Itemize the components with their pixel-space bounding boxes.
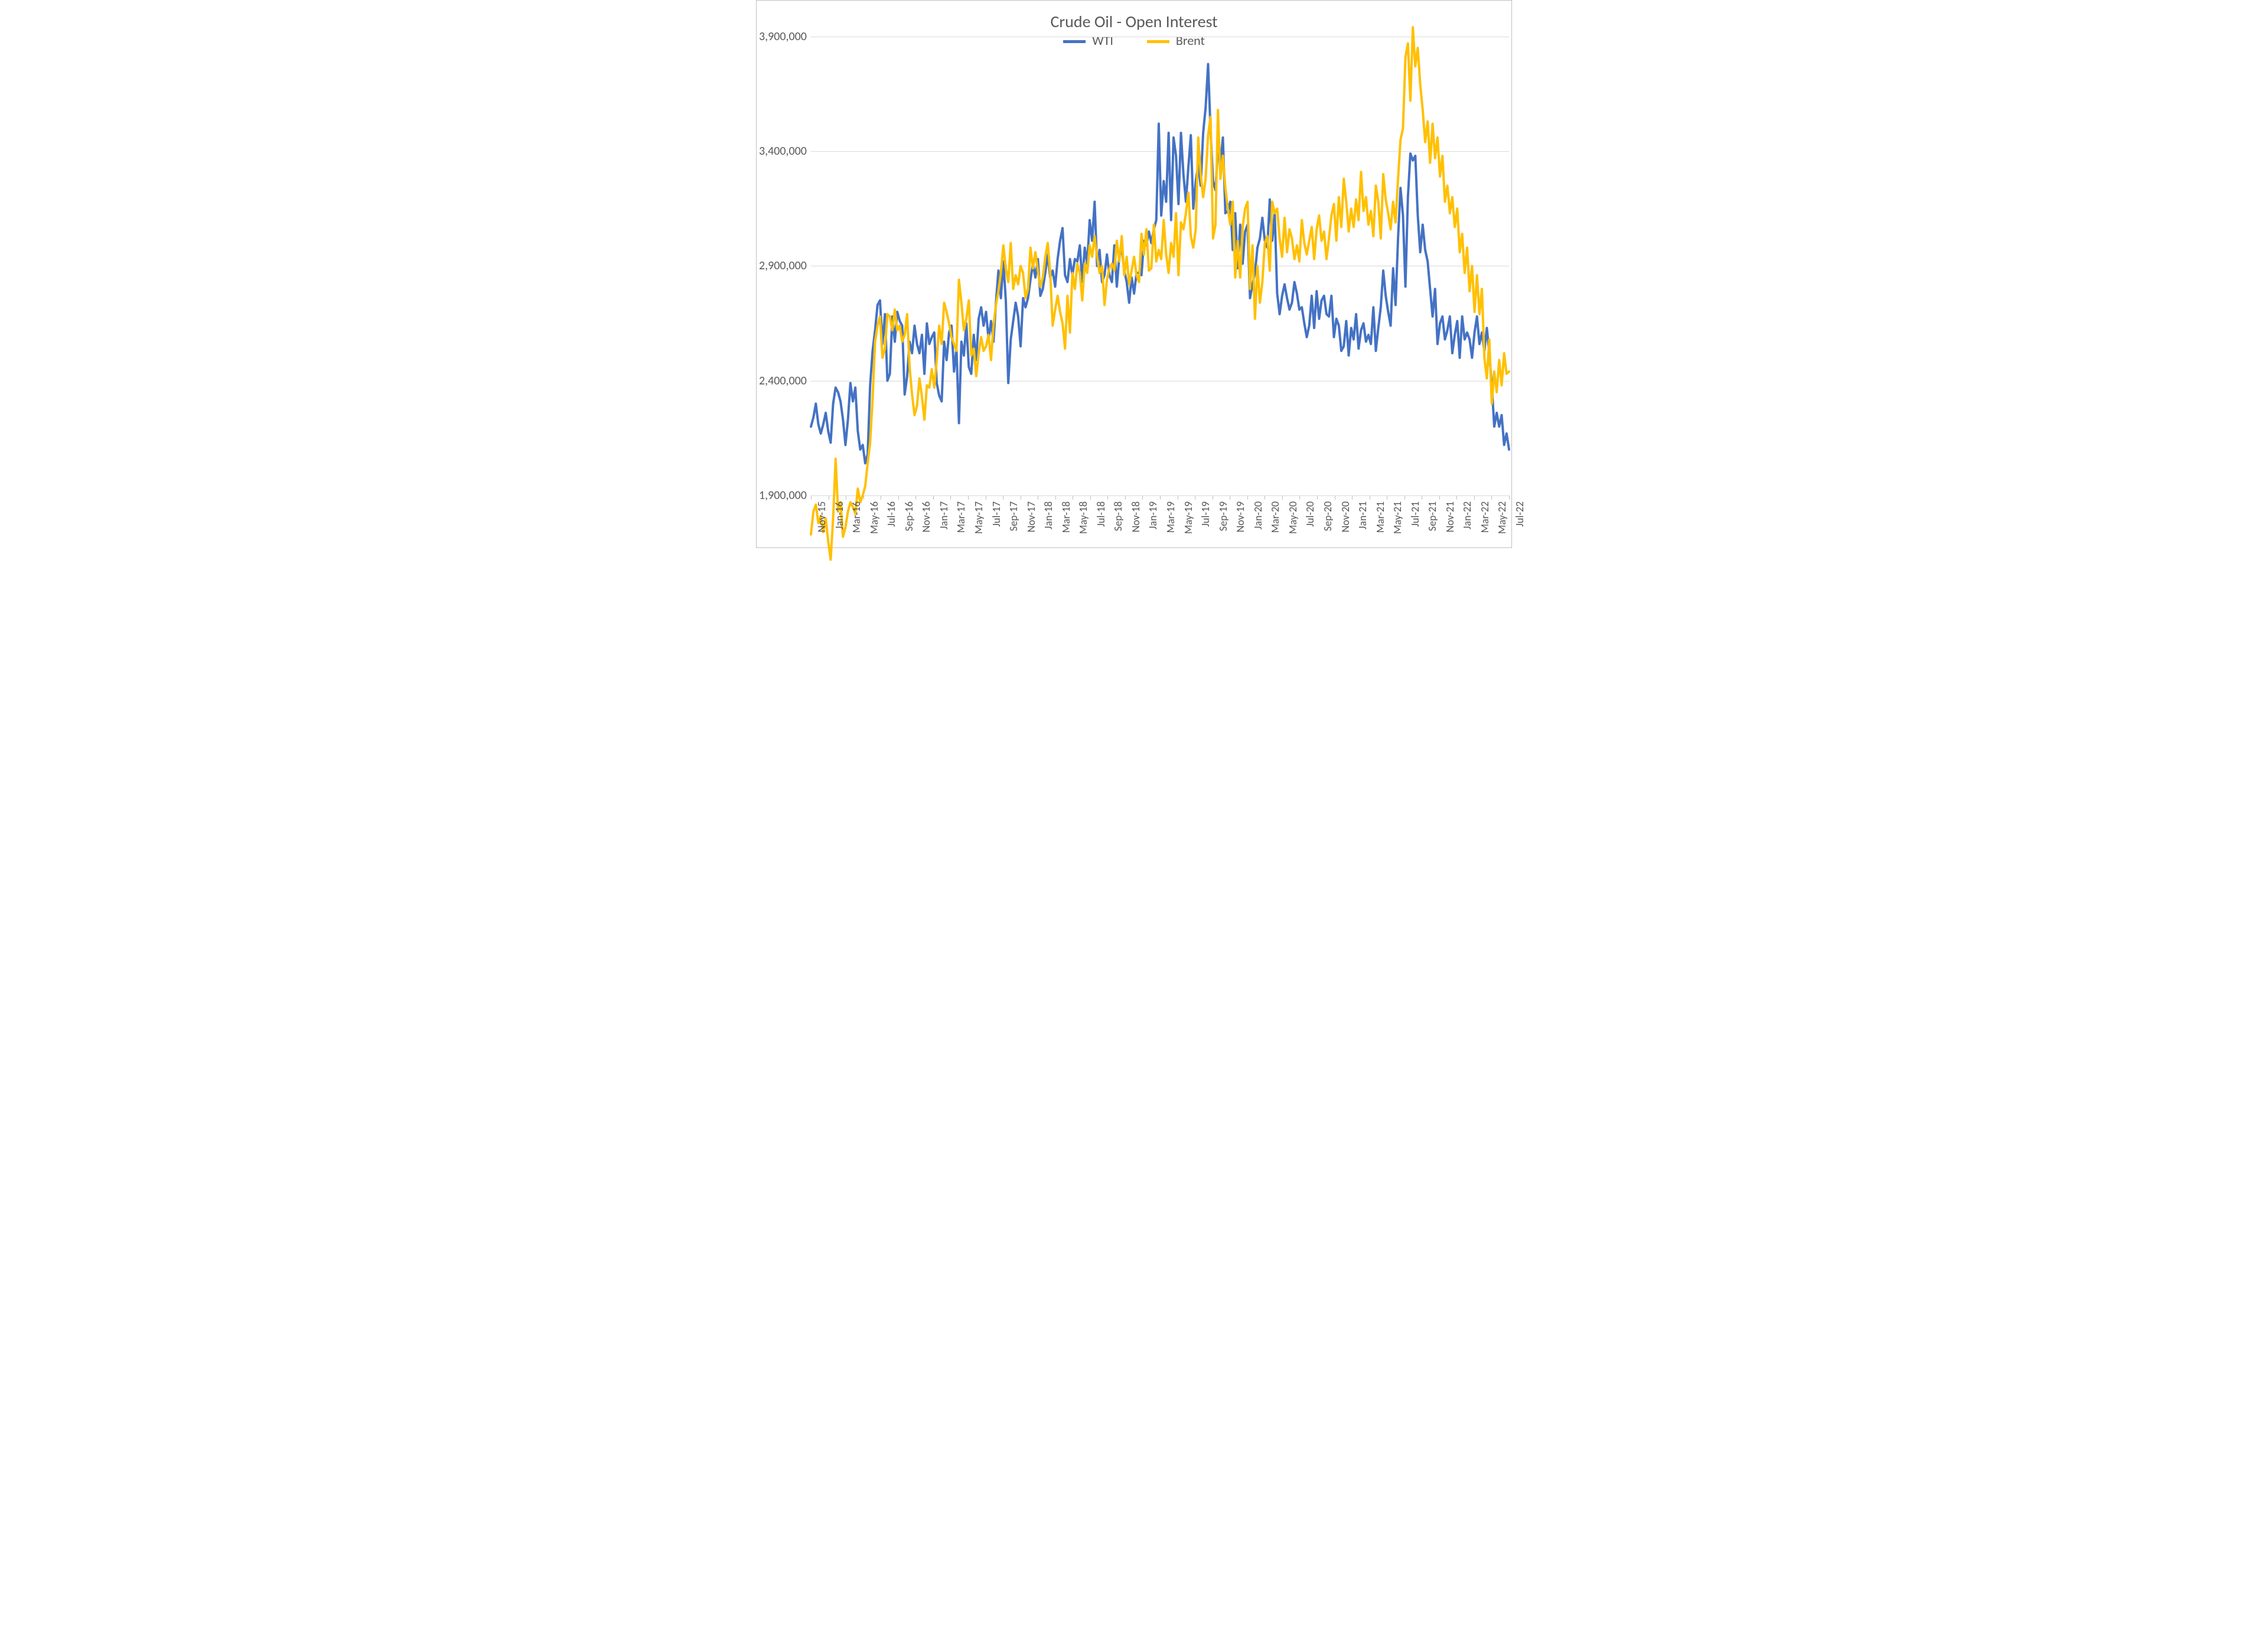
x-axis-tick: [1125, 495, 1126, 500]
x-axis-tick-label: May-19: [1182, 501, 1195, 534]
x-axis-tick-label: Jan-21: [1356, 501, 1369, 530]
y-axis-tick-label: 3,400,000: [759, 144, 806, 158]
x-axis-tick: [1142, 495, 1143, 500]
x-axis-tick-label: Jan-20: [1252, 501, 1265, 530]
x-axis-tick-label: Jul-21: [1409, 501, 1422, 527]
x-axis-tick-label: Jan-17: [937, 501, 950, 530]
x-axis-tick: [1352, 495, 1353, 500]
x-axis-tick-label: Jul-22: [1513, 501, 1526, 527]
x-axis-tick-label: Nov-16: [920, 501, 933, 533]
x-axis-tick: [1055, 495, 1056, 500]
x-axis-tick-label: Nov-19: [1234, 501, 1247, 533]
x-axis-tick: [933, 495, 934, 500]
x-axis-tick: [898, 495, 899, 500]
x-axis-tick-label: Mar-19: [1164, 501, 1177, 533]
x-axis-tick-label: Jan-19: [1146, 501, 1159, 530]
x-axis-tick-label: Nov-17: [1025, 501, 1038, 533]
x-axis-tick-label: Sep-16: [902, 501, 915, 531]
x-axis-tick-label: Mar-18: [1060, 501, 1073, 533]
x-axis-tick-label: May-18: [1077, 501, 1090, 534]
x-axis-tick-label: Jul-18: [1094, 501, 1107, 527]
x-axis-tick: [1247, 495, 1248, 500]
x-axis-tick-label: Sep-19: [1217, 501, 1230, 531]
x-axis-tick: [1491, 495, 1492, 500]
line-chart: Crude Oil - Open Interest WTI Brent 1,90…: [756, 0, 1512, 548]
x-axis-tick: [950, 495, 951, 500]
x-axis-tick-label: Jul-16: [885, 501, 898, 527]
x-axis-tick-label: Jan-18: [1042, 501, 1055, 530]
x-axis-tick-label: Jan-16: [833, 501, 846, 530]
x-axis-tick: [1299, 495, 1300, 500]
x-axis-tick-label: May-21: [1391, 501, 1404, 534]
x-axis-tick-label: Jul-20: [1304, 501, 1317, 527]
x-axis-tick-label: Sep-17: [1007, 501, 1020, 531]
x-axis-tick: [1317, 495, 1318, 500]
x-axis-tick-label: Sep-18: [1112, 501, 1125, 531]
x-axis-tick-label: May-20: [1286, 501, 1299, 534]
y-axis-tick-label: 1,900,000: [759, 488, 806, 503]
x-axis-tick-label: May-17: [972, 501, 985, 534]
x-axis-tick: [1282, 495, 1283, 500]
x-axis-tick-label: Nov-21: [1443, 501, 1456, 533]
y-axis-tick-label: 2,900,000: [759, 259, 806, 273]
series-wti: [811, 64, 1509, 463]
x-axis-tick-label: Sep-20: [1321, 501, 1334, 531]
y-axis-tick-label: 2,400,000: [759, 374, 806, 388]
x-axis-tick-label: Jul-17: [990, 501, 1003, 527]
x-axis-tick-label: May-22: [1495, 501, 1508, 534]
y-axis-tick-label: 3,900,000: [759, 30, 806, 44]
series-layer: [811, 14, 1509, 495]
x-axis-tick: [915, 495, 916, 500]
x-axis-tick-label: May-16: [868, 501, 881, 534]
x-axis-tick-label: Jul-19: [1199, 501, 1212, 527]
x-axis-tick: [1439, 495, 1440, 500]
series-brent: [811, 27, 1509, 559]
x-axis-tick: [811, 495, 812, 500]
x-axis-tick-label: Nov-15: [815, 501, 828, 533]
x-axis-tick: [1456, 495, 1457, 500]
x-axis-tick-label: Mar-21: [1374, 501, 1387, 533]
x-axis-tick: [1090, 495, 1091, 500]
x-axis-tick-label: Jan-22: [1461, 501, 1474, 530]
x-axis-tick-label: Nov-18: [1129, 501, 1142, 533]
x-axis-tick: [968, 495, 969, 500]
x-axis-tick: [1107, 495, 1108, 500]
x-axis-tick-label: Mar-16: [850, 501, 863, 533]
x-axis-tick-label: Mar-20: [1269, 501, 1282, 533]
x-axis-tick-label: Sep-21: [1426, 501, 1439, 531]
plot-area: [811, 14, 1509, 495]
x-axis-tick: [1474, 495, 1475, 500]
x-axis-tick-label: Nov-20: [1339, 501, 1352, 533]
x-axis-tick-label: Mar-22: [1478, 501, 1491, 533]
x-axis-tick-label: Mar-17: [954, 501, 967, 533]
x-axis-tick: [1160, 495, 1161, 500]
x-axis-tick: [1509, 495, 1510, 500]
